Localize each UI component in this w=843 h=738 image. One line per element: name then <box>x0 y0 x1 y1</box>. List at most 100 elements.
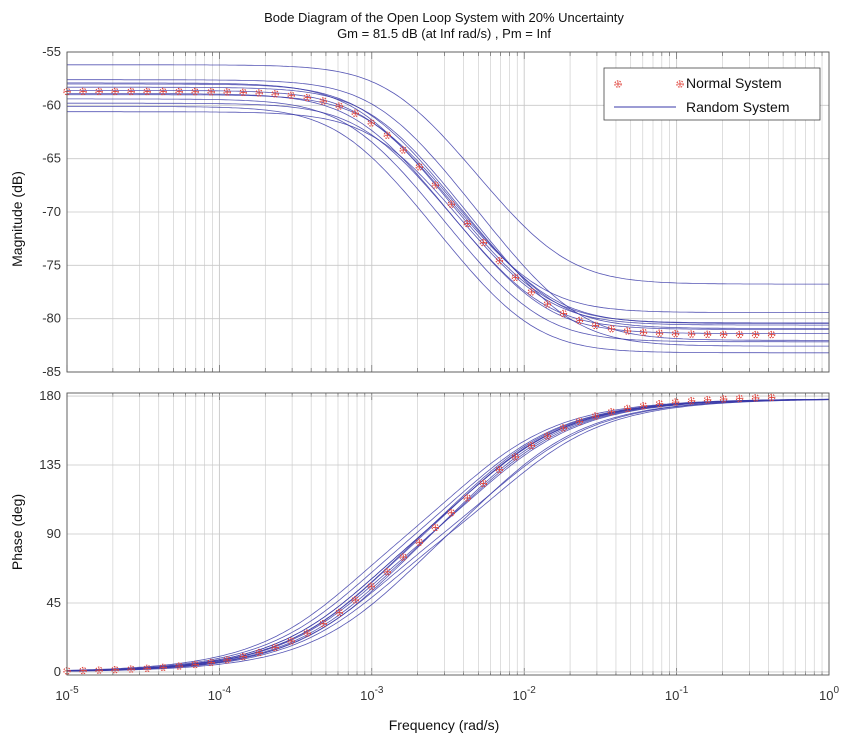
normal-magnitude-point <box>671 330 680 338</box>
phase-axes-frame <box>66 392 830 676</box>
random-magnitude-line <box>67 111 829 326</box>
marker-ring <box>559 309 568 318</box>
marker-ring <box>751 394 760 402</box>
magnitude-y-tick-labels: -55 -60 -65 -70 -75 -80 -85 <box>42 44 61 379</box>
marker-ring <box>79 87 87 96</box>
normal-magnitude-point <box>95 87 103 96</box>
normal-magnitude-point <box>287 91 295 100</box>
marker-ring <box>431 523 440 532</box>
normal-phase-point <box>671 398 680 406</box>
random-phase-line <box>67 398 829 672</box>
marker-ring <box>607 325 616 333</box>
normal-phase-point <box>623 404 632 413</box>
marker-ring <box>655 399 664 408</box>
normal-magnitude-point <box>623 327 632 335</box>
normal-magnitude-point <box>751 330 760 339</box>
x-tick-label: 10-2 <box>513 685 537 703</box>
marker-ring <box>655 329 664 337</box>
normal-magnitude-point <box>383 131 392 140</box>
marker-ring <box>271 90 279 98</box>
normal-magnitude-point <box>223 88 231 96</box>
marker-ring <box>335 608 343 617</box>
normal-magnitude-point <box>639 328 648 337</box>
x-tick-label: 10-5 <box>55 685 79 703</box>
phase-y-tick-label: 0 <box>54 664 61 679</box>
normal-magnitude-point <box>703 330 712 339</box>
normal-phase-point <box>191 660 199 669</box>
normal-magnitude-point <box>159 87 167 96</box>
normal-magnitude-point <box>431 181 440 189</box>
marker-ring <box>703 330 712 339</box>
normal-magnitude-point <box>399 146 408 154</box>
normal-phase-point <box>319 619 327 628</box>
marker-ring <box>527 288 536 296</box>
marker-ring <box>639 402 648 410</box>
normal-magnitude-point <box>527 288 536 296</box>
normal-phase-point <box>207 658 215 667</box>
normal-magnitude-point <box>319 97 327 105</box>
normal-phase-point <box>591 412 600 420</box>
normal-magnitude-point <box>735 330 744 339</box>
marker-ring <box>623 404 632 413</box>
marker-ring <box>735 330 744 339</box>
marker-ring <box>463 219 472 228</box>
random-magnitude-line <box>67 102 829 330</box>
normal-magnitude-point <box>591 321 600 330</box>
random-phase-line <box>66 398 829 672</box>
normal-magnitude-point <box>191 87 199 96</box>
magnitude-axes-frame <box>66 51 830 373</box>
marker-ring <box>303 629 311 637</box>
marker-ring <box>367 582 376 590</box>
random-magnitude-line <box>67 106 829 354</box>
normal-phase-point <box>383 568 392 576</box>
normal-phase-point <box>447 508 456 517</box>
random-magnitude-line <box>67 79 829 341</box>
random-magnitude-line <box>67 94 829 324</box>
random-magnitude-line <box>67 82 829 324</box>
normal-phase-point <box>527 441 536 450</box>
normal-phase-point <box>143 664 151 673</box>
marker-ring <box>614 80 622 88</box>
normal-magnitude-point <box>543 300 552 308</box>
marker-ring <box>527 441 536 450</box>
normal-phase-point <box>431 523 440 532</box>
normal-magnitude-point <box>479 238 488 247</box>
normal-magnitude-point <box>719 330 728 339</box>
normal-phase-point <box>351 596 359 604</box>
marker-ring <box>543 432 552 440</box>
normal-phase-point <box>95 666 103 674</box>
marker-ring <box>191 660 199 669</box>
marker-ring <box>575 417 584 426</box>
normal-phase-point <box>655 399 664 408</box>
normal-phase-point <box>767 393 776 402</box>
random-phase-line <box>66 399 829 672</box>
marker-ring <box>127 665 135 673</box>
marker-ring <box>676 80 684 88</box>
marker-ring <box>751 330 760 339</box>
magnitude-y-tick-label: -55 <box>42 44 61 59</box>
normal-phase-point <box>415 538 424 547</box>
x-tick-label: 10-4 <box>208 685 232 703</box>
random-magnitude-line <box>67 86 829 347</box>
marker-ring <box>175 662 183 670</box>
magnitude-axis-label: Magnitude (dB) <box>9 171 25 267</box>
marker-ring <box>143 87 151 96</box>
normal-phase-point <box>511 453 520 461</box>
marker-ring <box>383 131 392 140</box>
normal-magnitude-point <box>767 330 776 339</box>
normal-magnitude-point <box>415 163 424 171</box>
marker-ring <box>319 97 327 105</box>
marker-ring <box>543 300 552 308</box>
marker-ring <box>671 398 680 406</box>
normal-phase-point <box>607 408 616 416</box>
marker-ring <box>239 652 247 661</box>
marker-ring <box>495 256 504 265</box>
marker-ring <box>703 396 712 404</box>
random-phase-line <box>67 399 830 672</box>
marker-ring <box>223 88 231 96</box>
marker-ring <box>767 393 776 402</box>
normal-phase-point <box>479 479 488 488</box>
marker-ring <box>255 89 263 97</box>
normal-magnitude-point <box>607 325 616 333</box>
